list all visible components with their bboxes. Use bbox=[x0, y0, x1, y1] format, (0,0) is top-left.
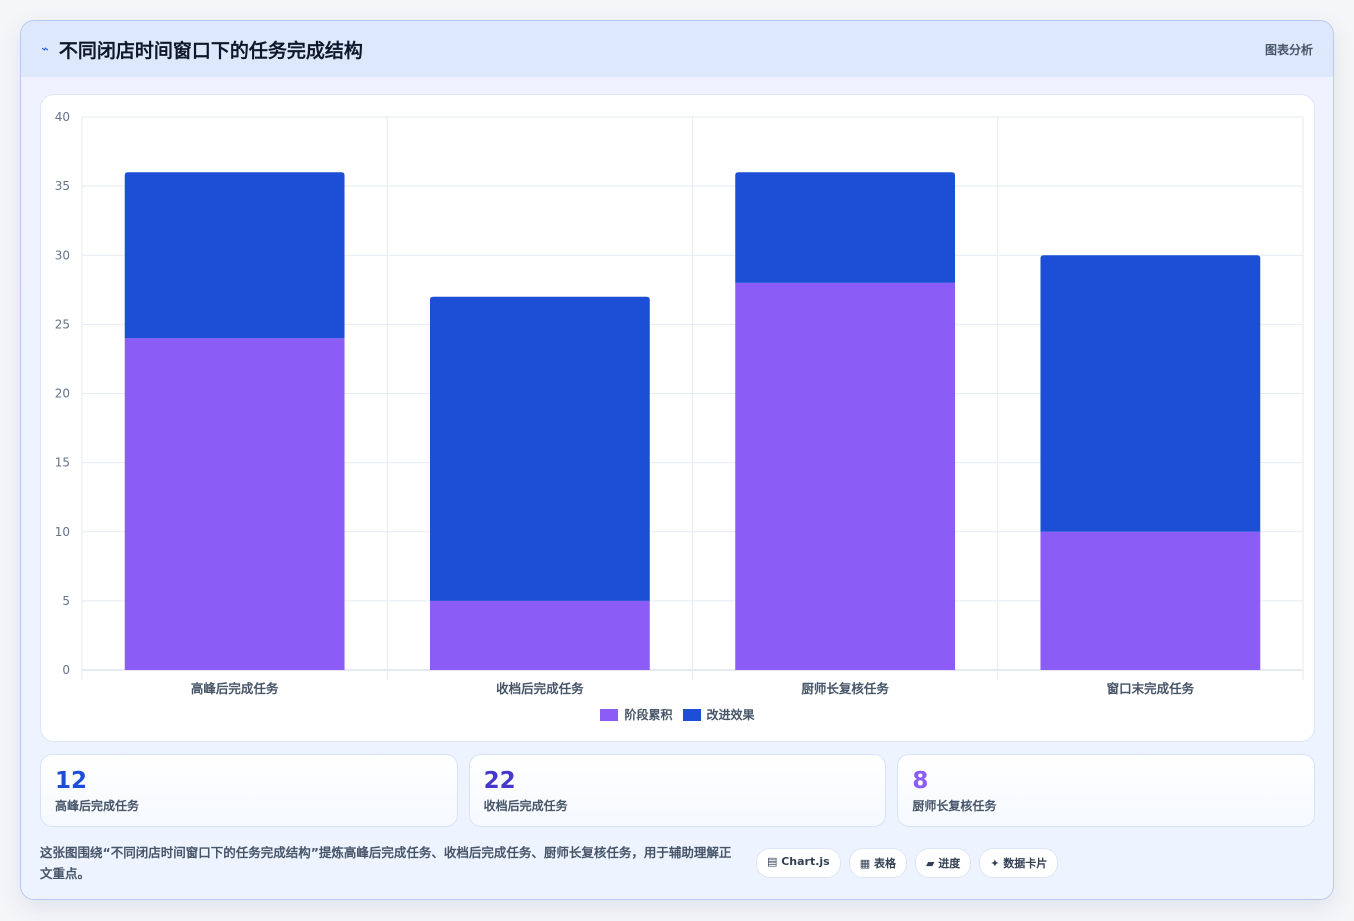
bar-segment bbox=[1040, 255, 1261, 532]
feature-chip[interactable]: ▦ 表格 bbox=[848, 848, 907, 878]
chart-card: ⌁ 不同闭店时间窗口下的任务完成结构 图表分析 0 5 10 15 20 25 30 35 40… bbox=[20, 20, 1334, 900]
bar-segment bbox=[735, 172, 956, 283]
bar-segment bbox=[429, 296, 650, 601]
stat-card: 8 厨师长复核任务 bbox=[897, 754, 1316, 827]
bar-segment bbox=[429, 600, 650, 670]
card-title: 不同闭店时间窗口下的任务完成结构 bbox=[58, 39, 363, 62]
y-tick-label: 40 bbox=[55, 110, 70, 124]
bar-segment bbox=[124, 338, 345, 670]
stat-card: 22 收档后完成任务 bbox=[468, 754, 887, 827]
stat-value: 12 bbox=[55, 768, 88, 794]
stat-label: 高峰后完成任务 bbox=[55, 799, 140, 813]
stat-card: 12 高峰后完成任务 bbox=[40, 754, 458, 827]
feature-chip[interactable]: ▰ 进度 bbox=[914, 848, 972, 878]
y-tick-label: 10 bbox=[55, 525, 70, 539]
card-tag: 图表分析 bbox=[1264, 42, 1313, 57]
stat-cards: 12 高峰后完成任务 22 收档后完成任务 8 厨师长复核任务 bbox=[40, 754, 1316, 827]
x-tick-label: 窗口末完成任务 bbox=[1107, 681, 1195, 696]
y-tick-label: 20 bbox=[55, 387, 70, 401]
x-tick-label: 厨师长复核任务 bbox=[801, 681, 889, 696]
stat-value: 8 bbox=[912, 768, 929, 794]
stat-label: 收档后完成任务 bbox=[483, 799, 568, 813]
bar-segment bbox=[735, 282, 956, 670]
y-tick-label: 15 bbox=[55, 456, 70, 470]
feature-chip[interactable]: ✦ 数据卡片 bbox=[979, 848, 1059, 878]
legend-swatch bbox=[682, 708, 701, 721]
stacked-bar-chart: 0 5 10 15 20 25 30 35 40 高峰后完成任务 收档后完成任务 厨师长复核任务 窗口末… bbox=[55, 110, 1304, 696]
chart-panel: 0 5 10 15 20 25 30 35 40 高峰后完成任务 收档后完成任务 厨师长复核任务 窗口末… bbox=[40, 94, 1315, 742]
legend-item[interactable]: 改进效果 bbox=[682, 706, 755, 723]
feature-chip[interactable]: ▤ Chart.js bbox=[756, 848, 841, 878]
y-tick-label: 35 bbox=[55, 179, 70, 193]
footer: 这张图围绕“不同闭店时间窗口下的任务完成结构”提炼高峰后完成任务、收档后完成任务… bbox=[40, 842, 1315, 884]
legend-item[interactable]: 阶段累积 bbox=[600, 706, 673, 723]
bar-segment bbox=[124, 172, 345, 339]
stat-value: 22 bbox=[483, 768, 516, 794]
trend-icon: ⌁ bbox=[39, 41, 51, 57]
y-tick-label: 0 bbox=[62, 663, 70, 677]
card-header: ⌁ 不同闭店时间窗口下的任务完成结构 图表分析 bbox=[21, 21, 1333, 77]
y-tick-label: 5 bbox=[62, 594, 70, 608]
y-tick-label: 25 bbox=[55, 317, 70, 331]
footer-note: 这张图围绕“不同闭店时间窗口下的任务完成结构”提炼高峰后完成任务、收档后完成任务… bbox=[40, 845, 732, 881]
x-tick-label: 高峰后完成任务 bbox=[191, 681, 279, 696]
chart-legend: 阶段累积 改进效果 bbox=[41, 706, 1314, 723]
legend-label: 改进效果 bbox=[706, 708, 755, 722]
bar-segment bbox=[1040, 531, 1261, 670]
feature-chips: ▤ Chart.js ▦ 表格 ▰ 进度 ✦ 数据卡片 bbox=[756, 848, 1059, 878]
legend-label: 阶段累积 bbox=[624, 708, 673, 722]
legend-swatch bbox=[600, 708, 619, 721]
y-tick-label: 30 bbox=[55, 248, 70, 262]
stat-label: 厨师长复核任务 bbox=[912, 799, 997, 813]
x-tick-label: 收档后完成任务 bbox=[496, 681, 584, 696]
